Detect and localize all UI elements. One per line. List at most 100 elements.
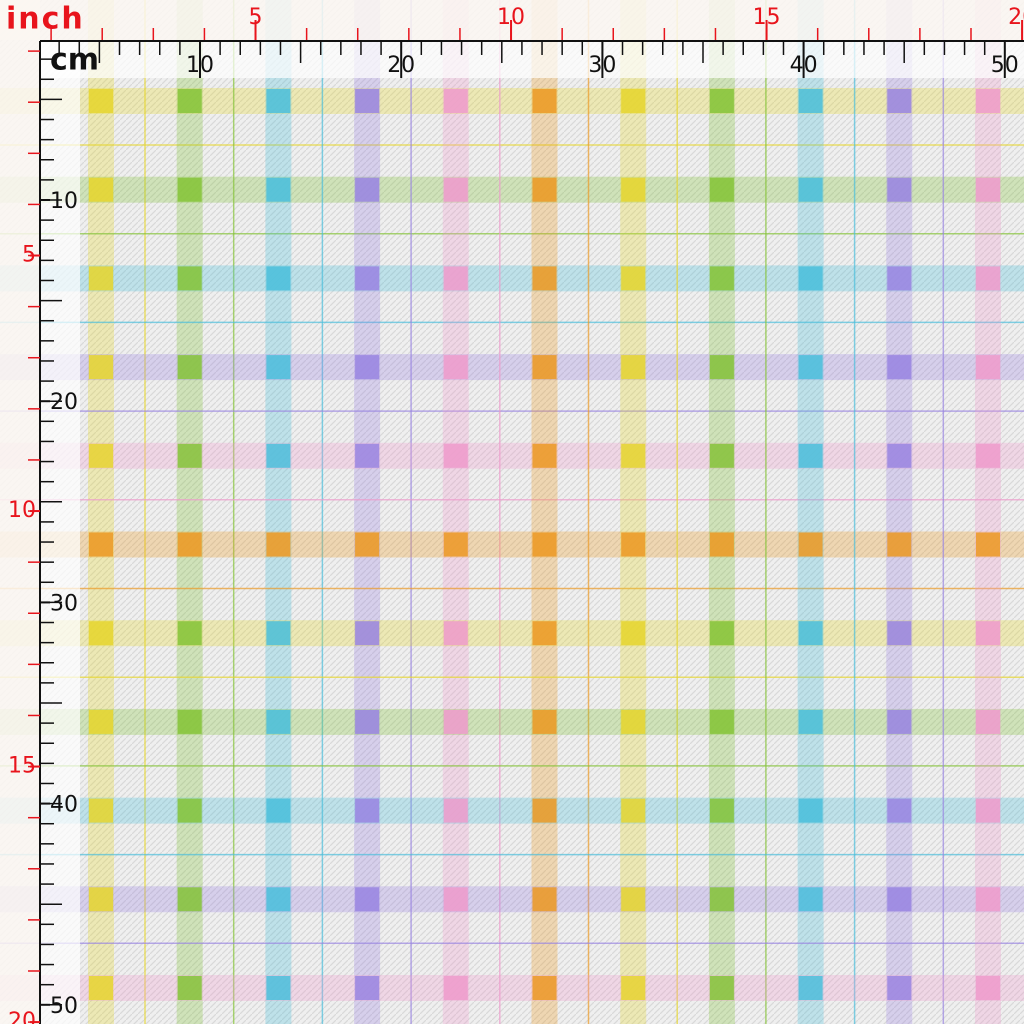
cm-label: cm xyxy=(50,43,99,78)
stripe-v xyxy=(88,0,114,1024)
inch-tick-label: 10 xyxy=(497,5,525,30)
stripe-cross xyxy=(709,976,734,1000)
inch-tick-label-left: 15 xyxy=(8,754,36,779)
stripe-v xyxy=(797,0,824,1024)
stripe-v xyxy=(442,0,469,1024)
stripe-cross xyxy=(798,89,823,113)
inch-tick-label-left: 10 xyxy=(8,498,36,523)
stripe-cross xyxy=(177,355,202,380)
stripe-cross xyxy=(89,887,113,912)
stripe-cross xyxy=(355,887,380,912)
stripe-cross xyxy=(266,887,291,912)
stripe-cross xyxy=(266,177,291,202)
stripe-cross xyxy=(976,355,1000,380)
cm-ruler-strip-left xyxy=(40,40,80,1024)
stripe-cross xyxy=(621,621,646,646)
stripe-cross xyxy=(266,976,291,1000)
stripe-cross xyxy=(266,355,291,380)
stripe-cross xyxy=(89,266,113,291)
stripe-cross xyxy=(798,355,823,380)
stripe-cross xyxy=(976,532,1000,557)
stripe-cross xyxy=(177,621,202,646)
stripe-cross xyxy=(709,266,734,291)
stripe-cross xyxy=(443,976,468,1000)
stripe-cross xyxy=(621,266,646,291)
stripe-cross xyxy=(355,355,380,380)
stripe-h xyxy=(0,88,1024,114)
stripe-cross xyxy=(887,266,912,291)
stripe-cross xyxy=(177,177,202,202)
stripe-cross xyxy=(177,89,202,113)
stripe-cross xyxy=(621,355,646,380)
stripe-cross xyxy=(976,443,1000,468)
stripe-cross xyxy=(621,976,646,1000)
inch-tick-label: 15 xyxy=(753,5,781,30)
stripe-cross xyxy=(709,355,734,380)
stripe-cross xyxy=(532,89,557,113)
stripe-cross xyxy=(887,89,912,113)
stripe-cross xyxy=(621,709,646,734)
stripe-cross xyxy=(532,709,557,734)
stripe-cross xyxy=(798,532,823,557)
stripe-v xyxy=(354,0,381,1024)
stripe-cross xyxy=(355,976,380,1000)
cm-tick-label-left: 10 xyxy=(50,189,78,214)
stripe-cross xyxy=(887,976,912,1000)
stripe-cross xyxy=(532,443,557,468)
stripe-cross xyxy=(443,355,468,380)
stripe-h xyxy=(0,620,1024,647)
stripe-h xyxy=(0,531,1024,558)
stripe-cross xyxy=(621,443,646,468)
stripe-cross xyxy=(177,798,202,823)
stripe-cross xyxy=(355,177,380,202)
stripe-cross xyxy=(976,177,1000,202)
stripe-h xyxy=(0,354,1024,381)
cm-tick-label: 50 xyxy=(991,53,1019,78)
stripe-cross xyxy=(532,177,557,202)
stripe-cross xyxy=(976,976,1000,1000)
cm-tick-label-left: 30 xyxy=(50,591,78,616)
stripe-cross xyxy=(709,621,734,646)
stripe-cross xyxy=(266,798,291,823)
stripe-cross xyxy=(89,89,113,113)
stripe-cross xyxy=(443,443,468,468)
stripe-cross xyxy=(266,266,291,291)
stripe-h xyxy=(0,886,1024,913)
inch-tick-label: 20 xyxy=(1008,5,1024,30)
stripe-cross xyxy=(798,177,823,202)
stripe-cross xyxy=(976,709,1000,734)
stripe-cross xyxy=(443,89,468,113)
cm-tick-label: 40 xyxy=(790,53,818,78)
stripe-cross xyxy=(266,532,291,557)
stripe-cross xyxy=(621,887,646,912)
stripe-cross xyxy=(709,887,734,912)
stripe-cross xyxy=(266,621,291,646)
stripe-cross xyxy=(355,621,380,646)
cm-tick-label-left: 20 xyxy=(50,390,78,415)
stripe-v xyxy=(531,0,558,1024)
stripe-cross xyxy=(621,89,646,113)
stripe-cross xyxy=(621,177,646,202)
stripe-cross xyxy=(976,887,1000,912)
stripe-cross xyxy=(887,798,912,823)
stripe-cross xyxy=(443,798,468,823)
stripe-v xyxy=(975,0,1001,1024)
stripe-cross xyxy=(798,443,823,468)
stripe-cross xyxy=(887,709,912,734)
stripe-cross xyxy=(89,177,113,202)
stripe-cross xyxy=(266,443,291,468)
stripe-cross xyxy=(89,621,113,646)
stripe-cross xyxy=(89,798,113,823)
stripe-cross xyxy=(976,266,1000,291)
stripe-cross xyxy=(89,976,113,1000)
stripe-cross xyxy=(621,532,646,557)
cm-tick-label-left: 40 xyxy=(50,793,78,818)
stripe-cross xyxy=(532,266,557,291)
stripe-cross xyxy=(887,532,912,557)
stripe-cross xyxy=(177,976,202,1000)
stripe-cross xyxy=(443,887,468,912)
stripe-h xyxy=(0,975,1024,1001)
stripe-cross xyxy=(89,355,113,380)
stripe-cross xyxy=(355,709,380,734)
stripe-cross xyxy=(177,887,202,912)
